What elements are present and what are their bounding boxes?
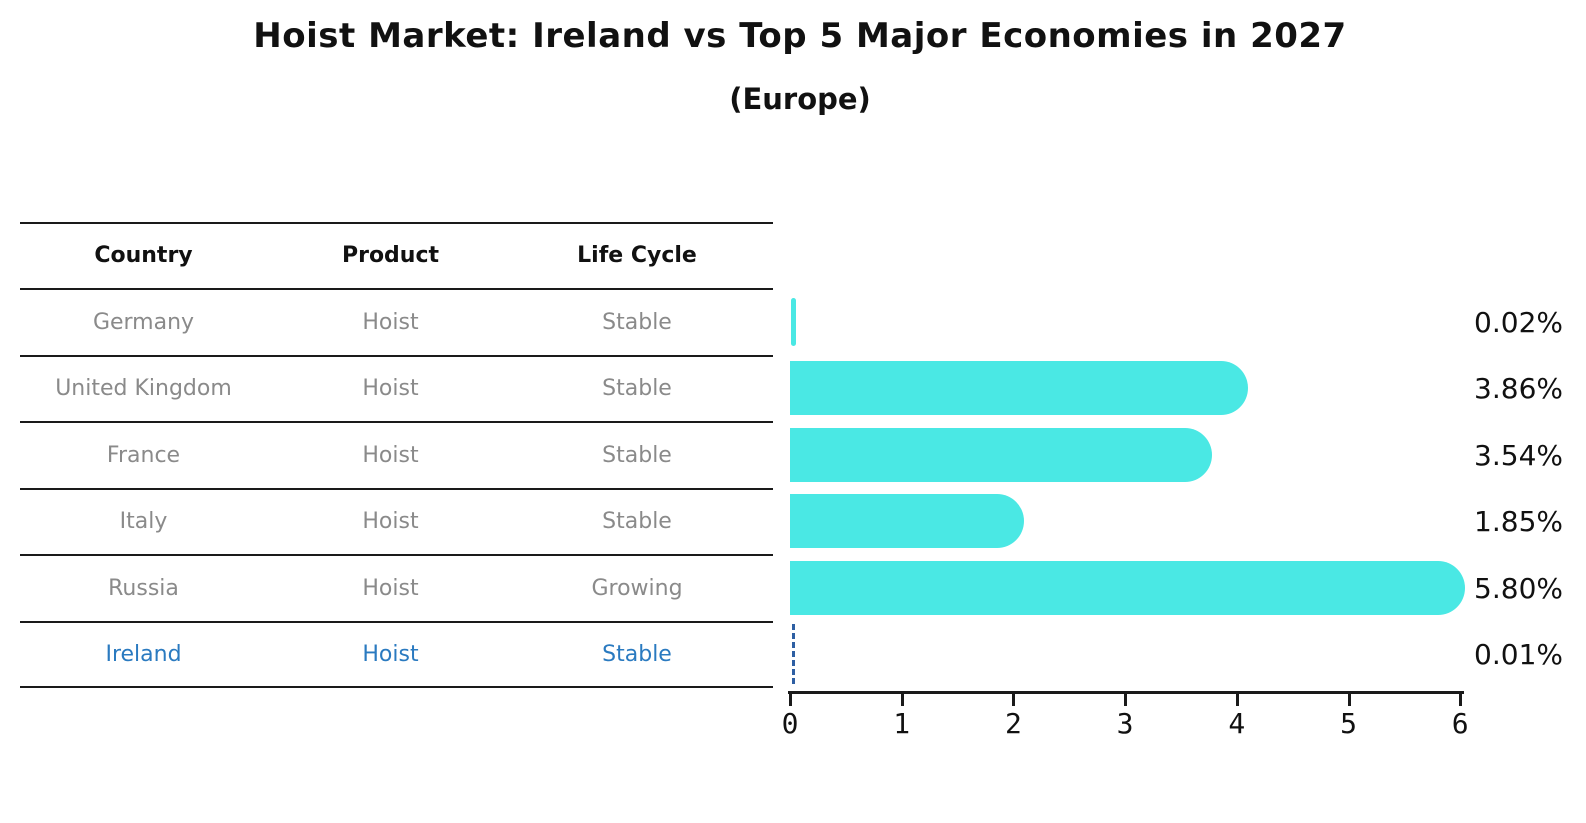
country-table: Country Product Life Cycle Germany Hoist… [20,222,773,688]
x-axis-tick-label: 1 [893,707,911,740]
bar-ireland-dashed-marker [792,624,795,684]
bar-france [790,427,1212,482]
cell-product: Hoist [362,575,419,601]
cell-product: Hoist [362,442,419,468]
cell-country: France [106,442,181,468]
cell-life-cycle: Stable [602,641,672,667]
x-axis-tick-label: 2 [1004,707,1022,740]
cell-product: Hoist [362,375,419,401]
bar-united-kingdom [790,361,1248,416]
cell-life-cycle: Stable [602,309,672,335]
table-line [20,686,773,688]
cell-life-cycle: Stable [602,375,672,401]
value-label-united-kingdom: 3.86% [1474,371,1563,405]
table-row: United Kingdom Hoist Stable [20,355,760,421]
table-header-row: Country Product Life Cycle [20,222,760,288]
table-row: France Hoist Stable [20,422,760,488]
table-line [20,288,773,290]
x-axis-tick [789,694,792,706]
cell-country: Russia [108,575,179,601]
value-label-ireland: 0.01% [1474,637,1563,671]
cell-country: United Kingdom [55,375,232,401]
value-label-italy: 1.85% [1474,504,1563,538]
table-line [20,222,773,224]
x-axis-tick [1124,694,1128,706]
table-row: Russia Hoist Growing [20,555,760,621]
column-header-life-cycle: Life Cycle [577,242,697,268]
bar-italy [790,494,1024,549]
cell-life-cycle: Growing [591,575,683,601]
x-axis-tick-label: 5 [1340,707,1357,740]
cell-country: Ireland [105,641,182,667]
table-row-ireland-highlight: Ireland Hoist Stable [20,621,760,687]
x-axis-tick [1235,694,1239,706]
table-line [20,554,773,556]
cell-life-cycle: Stable [602,508,672,534]
table-line [20,421,773,423]
table-row: Italy Hoist Stable [20,488,760,554]
table-row: Germany Hoist Stable [20,289,760,355]
table-line [20,355,773,357]
cell-product: Hoist [362,508,419,534]
bar-russia [790,560,1465,615]
value-label-germany: 0.02% [1474,305,1563,339]
bar-germany [791,298,796,346]
cell-product: Hoist [362,641,419,667]
value-label-france: 3.54% [1474,438,1563,472]
x-axis-tick-label: 4 [1228,707,1246,740]
x-axis-tick-label: 3 [1116,707,1134,740]
cell-country: Italy [119,508,168,534]
page-subtitle: (Europe) [729,82,871,116]
page-title: Hoist Market: Ireland vs Top 5 Major Eco… [253,16,1347,56]
value-label-russia: 5.80% [1474,571,1563,605]
table-line [20,621,773,623]
x-axis-line [788,691,1464,694]
x-axis-tick [1459,694,1463,706]
table-line [20,488,773,490]
x-axis-tick [1347,694,1351,706]
column-header-product: Product [341,242,440,268]
cell-country: Germany [92,309,195,335]
bar-plot-area: 0 1 2 3 4 5 6 [782,289,1490,740]
x-axis-tick [1012,694,1016,706]
x-axis-tick [900,694,904,706]
x-axis-tick-label: 6 [1451,707,1469,740]
x-axis-tick-label: 0 [781,707,799,740]
cell-product: Hoist [362,309,419,335]
column-header-country: Country [94,242,193,268]
cell-life-cycle: Stable [602,442,672,468]
